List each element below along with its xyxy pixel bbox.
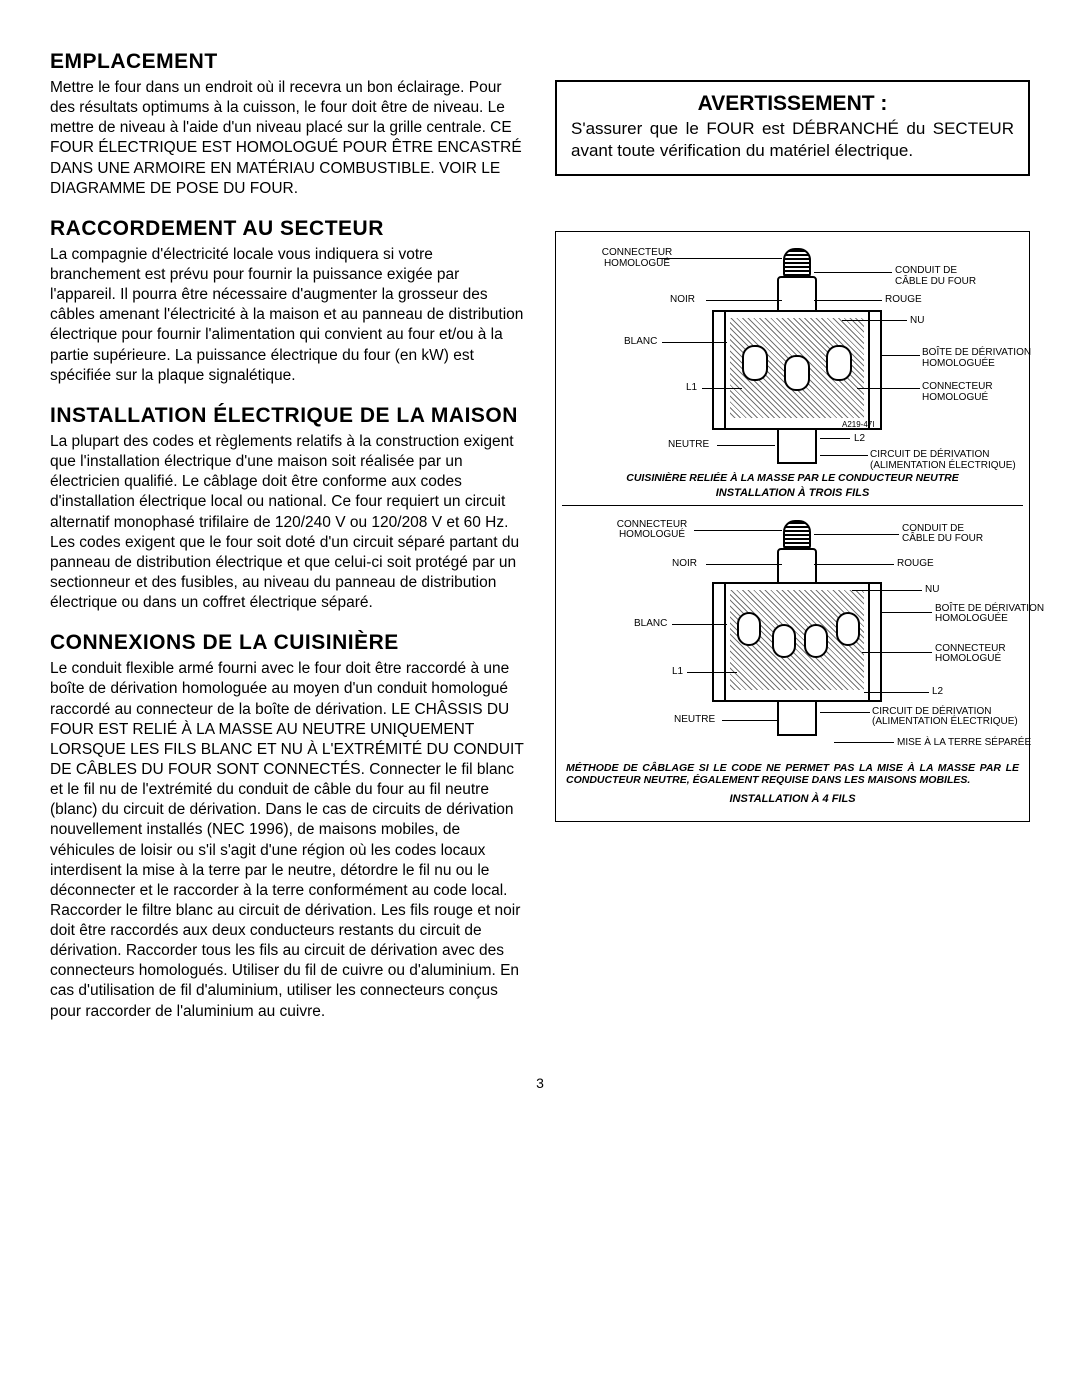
page-columns: EMPLACEMENT Mettre le four dans un endro… [50, 50, 1030, 1040]
diagram-canvas-2: CONNECTEURHOMOLOGUÉ CONDUIT DECÂBLE DU F… [562, 512, 1023, 760]
leader-line-icon [862, 652, 932, 653]
diagram-3-wire: CONNECTEURHOMOLOGUÉ CONDUIT DECÂBLE DU F… [562, 240, 1023, 499]
label-connecteur-mid: CONNECTEURHOMOLOGUÉ [935, 644, 1006, 665]
leader-line-icon [702, 388, 742, 389]
leader-line-icon [814, 534, 899, 535]
diagram-4-wire: CONNECTEURHOMOLOGUÉ CONDUIT DECÂBLE DU F… [562, 512, 1023, 805]
label-l1: L1 [686, 383, 697, 394]
label-nu: NU [910, 316, 924, 327]
heading-emplacement: EMPLACEMENT [50, 50, 525, 74]
leader-line-icon [864, 692, 929, 693]
leader-line-icon [694, 530, 782, 531]
label-connecteur-top: CONNECTEURHOMOLOGUÉ [612, 520, 692, 541]
box-right-flange-icon [868, 310, 882, 430]
bottom-conduit-icon [777, 700, 817, 736]
label-l2: L2 [854, 434, 865, 445]
label-connecteur-mid: CONNECTEURHOMOLOGUÉ [922, 382, 993, 403]
bottom-conduit-icon [777, 428, 817, 464]
label-blanc: BLANC [634, 619, 667, 630]
label-conduit: CONDUIT DECÂBLE DU FOUR [902, 524, 983, 545]
diagram-frame: CONNECTEURHOMOLOGUÉ CONDUIT DECÂBLE DU F… [555, 231, 1030, 822]
label-rouge: ROUGE [885, 295, 922, 306]
divider-icon [562, 505, 1023, 506]
leader-line-icon [834, 742, 894, 743]
label-circuit: CIRCUIT DE DÉRIVATION(ALIMENTATION ÉLECT… [870, 450, 1016, 471]
box-left-flange-icon [712, 310, 726, 430]
leader-line-icon [814, 300, 882, 301]
caption-3wire-1: CUISINIÈRE RELIÉE À LA MASSE PAR LE COND… [566, 472, 1019, 485]
leader-line-icon [687, 672, 737, 673]
leader-line-icon [880, 355, 920, 356]
label-rouge: ROUGE [897, 559, 934, 570]
label-l2: L2 [932, 687, 943, 698]
cable-icon [783, 248, 811, 278]
box-left-flange-icon [712, 582, 726, 702]
heading-raccordement: RACCORDEMENT AU SECTEUR [50, 217, 525, 241]
leader-line-icon [706, 564, 782, 565]
page-number: 3 [50, 1075, 1030, 1091]
warning-title: AVERTISSEMENT : [571, 92, 1014, 116]
leader-line-icon [842, 320, 907, 321]
label-boite: BOÎTE DE DÉRIVATIONHOMOLOGUÉE [935, 604, 1044, 625]
connector-icon [777, 276, 817, 312]
body-raccordement: La compagnie d'électricité locale vous i… [50, 245, 525, 386]
leader-line-icon [672, 624, 727, 625]
label-neutre: NEUTRE [674, 715, 715, 726]
leader-line-icon [820, 455, 868, 456]
left-column: EMPLACEMENT Mettre le four dans un endro… [50, 50, 525, 1040]
caption-4wire-2: INSTALLATION À 4 FILS [562, 793, 1023, 805]
leader-line-icon [880, 612, 932, 613]
heading-connexions: CONNEXIONS DE LA CUISINIÈRE [50, 631, 525, 655]
heading-installation: INSTALLATION ÉLECTRIQUE DE LA MAISON [50, 404, 525, 428]
leader-line-icon [857, 388, 920, 389]
leader-line-icon [662, 342, 727, 343]
label-circuit: CIRCUIT DE DÉRIVATION(ALIMENTATION ÉLECT… [872, 707, 1018, 728]
wire-nut-icon [772, 624, 796, 658]
label-boite: BOÎTE DE DÉRIVATIONHOMOLOGUÉE [922, 348, 1031, 369]
wire-nut-icon [804, 624, 828, 658]
label-l1: L1 [672, 667, 683, 678]
cable-icon [783, 520, 811, 550]
wire-nut-icon [784, 355, 810, 391]
leader-line-icon [814, 272, 892, 273]
leader-line-icon [722, 720, 777, 721]
label-neutre: NEUTRE [668, 440, 709, 451]
connector-icon [777, 548, 817, 584]
leader-line-icon [706, 300, 782, 301]
warning-box: AVERTISSEMENT : S'assurer que le FOUR es… [555, 80, 1030, 176]
label-ground: MISE À LA TERRE SÉPARÉE [897, 738, 1031, 749]
label-conduit: CONDUIT DECÂBLE DU FOUR [895, 266, 976, 287]
leader-line-icon [717, 445, 775, 446]
wire-nut-icon [826, 345, 852, 381]
label-nu: NU [925, 585, 939, 596]
label-blanc: BLANC [624, 337, 657, 348]
leader-line-icon [814, 564, 894, 565]
body-emplacement: Mettre le four dans un endroit où il rec… [50, 78, 525, 199]
warning-text: S'assurer que le FOUR est DÉBRANCHÉ du S… [571, 118, 1014, 162]
wire-nut-icon [742, 345, 768, 381]
caption-4wire-1: MÉTHODE DE CÂBLAGE SI LE CODE NE PERMET … [566, 762, 1019, 787]
diagram-canvas-1: CONNECTEURHOMOLOGUÉ CONDUIT DECÂBLE DU F… [562, 240, 1023, 470]
serial-number: A219-47I [842, 420, 874, 429]
wire-nut-icon [836, 612, 860, 646]
body-connexions: Le conduit flexible armé fourni avec le … [50, 659, 525, 1022]
leader-line-icon [820, 712, 870, 713]
right-column: AVERTISSEMENT : S'assurer que le FOUR es… [555, 50, 1030, 1040]
label-noir: NOIR [670, 295, 695, 306]
label-noir: NOIR [672, 559, 697, 570]
leader-line-icon [852, 590, 922, 591]
box-right-flange-icon [868, 582, 882, 702]
wire-nut-icon [737, 612, 761, 646]
leader-line-icon [820, 438, 850, 439]
body-installation: La plupart des codes et règlements relat… [50, 432, 525, 613]
label-connecteur-top: CONNECTEURHOMOLOGUÉ [582, 248, 692, 269]
caption-3wire-2: INSTALLATION À TROIS FILS [562, 487, 1023, 499]
